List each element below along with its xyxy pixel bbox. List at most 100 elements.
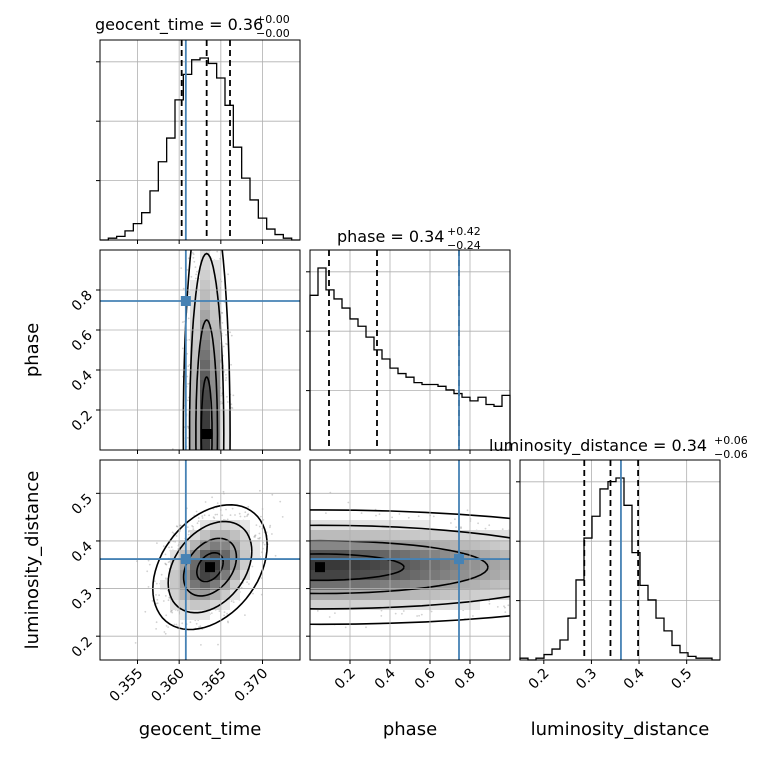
sample-point (267, 574, 269, 576)
density-cell (190, 340, 200, 350)
sample-point (214, 513, 217, 516)
sample-point (202, 458, 204, 460)
density-cell (190, 540, 200, 550)
sample-point (96, 579, 98, 581)
sample-point (201, 463, 203, 465)
sample-point (165, 625, 168, 627)
sample-point (214, 461, 216, 463)
sample-point (247, 513, 250, 516)
sample-point (192, 256, 195, 259)
density-cell (200, 530, 210, 540)
sample-point (289, 528, 291, 530)
sample-point (188, 473, 190, 475)
sample-point (186, 269, 189, 271)
sample-point (302, 555, 304, 557)
sample-point (223, 465, 225, 467)
sample-point (216, 489, 218, 491)
sample-point (678, 561, 680, 563)
sample-point (256, 612, 258, 614)
sample-point (213, 653, 215, 655)
sample-point (206, 481, 208, 483)
sample-point (80, 566, 82, 568)
sample-point (246, 515, 248, 517)
sample-point (155, 621, 158, 624)
sample-point (210, 478, 212, 480)
sample-point (289, 596, 291, 598)
sample-point (285, 568, 287, 570)
sample-point (17, 548, 19, 550)
density-cell (170, 580, 180, 590)
sample-point (271, 533, 273, 535)
sample-point (281, 594, 283, 596)
sample-point (205, 480, 207, 482)
sample-point (275, 599, 277, 601)
sample-point (52, 554, 54, 556)
sample-point (126, 564, 128, 566)
sample-point (201, 474, 203, 476)
density-cell (210, 340, 220, 350)
sample-point (294, 595, 296, 597)
sample-point (101, 548, 103, 550)
sample-point (484, 527, 487, 530)
sample-point (200, 230, 202, 232)
sample-point (287, 572, 289, 574)
contour-line (195, 551, 224, 583)
sample-point (214, 710, 216, 712)
sample-point (213, 637, 215, 639)
sample-point (517, 573, 519, 575)
sample-point (628, 575, 630, 577)
sample-point (202, 468, 204, 470)
sample-point (94, 574, 96, 576)
sample-point (275, 571, 277, 573)
density-cell (220, 420, 230, 430)
sample-point (214, 474, 216, 476)
panel-frame (309, 249, 511, 451)
sample-point (200, 233, 202, 235)
density-cell (220, 410, 230, 420)
sample-point (260, 515, 262, 518)
sample-point (200, 494, 202, 496)
sample-point (289, 549, 291, 551)
sample-point (106, 533, 108, 535)
sample-point (211, 456, 213, 458)
sample-point (70, 596, 72, 598)
density-cell (210, 590, 220, 600)
density-peak (205, 562, 215, 573)
sample-point (238, 512, 241, 515)
sample-point (547, 579, 549, 581)
sample-point (281, 585, 283, 587)
sample-point (553, 544, 555, 546)
density-cell (190, 550, 200, 560)
sample-point (302, 542, 304, 544)
density-cell (190, 310, 200, 320)
sample-point (250, 576, 252, 578)
sample-point (308, 616, 310, 618)
sample-point (216, 451, 218, 453)
sample-point (251, 577, 253, 579)
sample-point (187, 437, 189, 439)
sample-point (244, 619, 246, 621)
sample-point (206, 475, 208, 477)
density-cell (160, 580, 170, 590)
sample-point (196, 646, 198, 648)
sample-point (375, 514, 377, 517)
sample-point (59, 552, 61, 554)
sample-point (214, 641, 216, 643)
sample-point (174, 527, 176, 529)
sample-point (244, 511, 247, 514)
sample-point (209, 451, 211, 453)
sample-point (307, 581, 309, 583)
sample-point (302, 554, 304, 556)
sample-point (66, 580, 68, 582)
sample-point (188, 529, 191, 532)
sample-point (144, 610, 147, 613)
sample-point (112, 554, 114, 556)
sample-point (224, 468, 226, 470)
sample-point (109, 533, 111, 535)
sample-point (16, 572, 18, 574)
sample-point (248, 606, 250, 608)
density-cell (200, 290, 210, 300)
sample-point (258, 600, 260, 602)
sample-point (254, 530, 256, 532)
sample-point (302, 571, 304, 573)
